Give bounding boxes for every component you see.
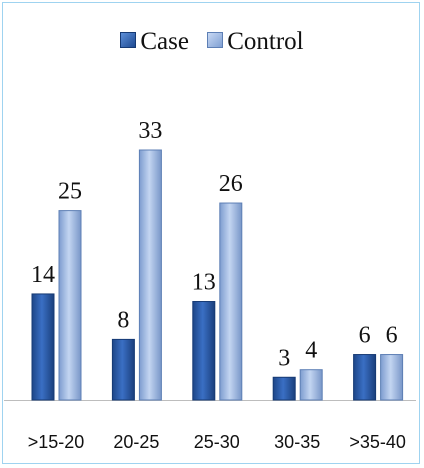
data-label-case-5: 6 [359,323,371,349]
x-tick-label-2: 20-25 [113,432,159,452]
data-label-control-3: 26 [219,171,243,197]
bar-case-3 [192,301,216,401]
legend: Case Control [0,28,424,56]
data-label-control-2: 33 [138,118,162,144]
legend-item-case: Case [120,28,189,56]
legend-swatch-case [120,32,137,48]
bar-control-1 [58,210,82,401]
x-tick-label-1: >15-20 [28,432,85,452]
x-tick-label-4: 30-35 [274,432,320,452]
bar-control-3 [219,202,243,401]
legend-label-control: Control [227,28,304,55]
x-tick-label-3: 25-30 [194,432,240,452]
bar-control-2 [138,149,162,401]
x-tick-label-5: >35-40 [349,432,406,452]
data-label-case-3: 13 [192,270,216,296]
bar-case-1 [31,293,55,401]
data-label-control-5: 6 [386,323,398,349]
data-label-case-1: 14 [31,262,55,288]
legend-label-case: Case [140,28,189,55]
legend-item-control: Control [207,28,304,56]
data-label-case-2: 8 [117,307,129,333]
data-label-control-1: 25 [58,179,82,205]
data-label-control-4: 4 [305,338,317,364]
bar-control-4 [299,369,323,401]
bar-case-5 [353,354,377,401]
bar-case-2 [111,338,135,401]
bar-case-4 [272,376,296,401]
legend-swatch-control [207,32,224,48]
bar-control-5 [380,354,404,401]
data-label-case-4: 3 [278,345,290,371]
